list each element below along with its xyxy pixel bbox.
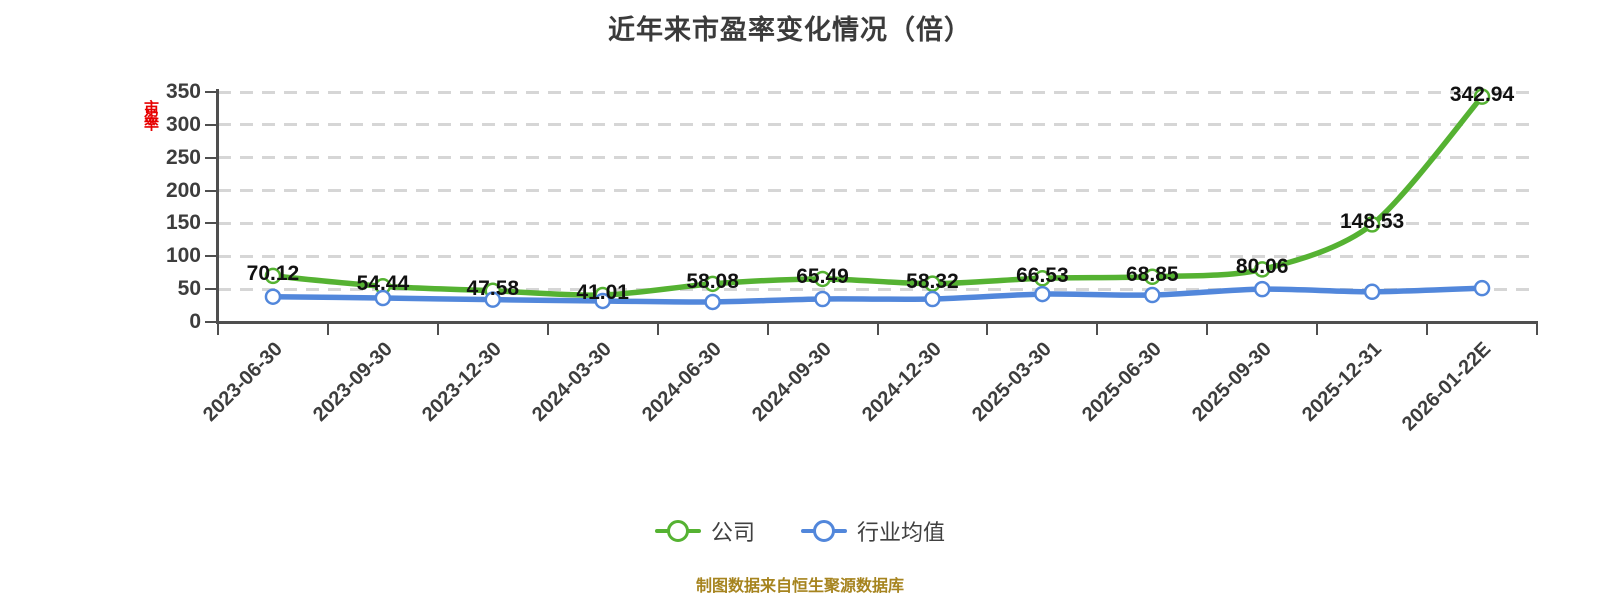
gridline-300: [218, 123, 1537, 127]
data-label: 70.12: [246, 261, 300, 285]
data-label: 54.44: [356, 272, 410, 296]
data-point-company[interactable]: [814, 270, 831, 288]
gridline-350: [218, 90, 1537, 94]
y-axis-title: 市盈率: [142, 100, 159, 124]
chart-title: 近年来市盈率变化情况（倍）: [608, 15, 972, 45]
data-point-industry[interactable]: [1473, 279, 1491, 297]
data-point-industry[interactable]: [1363, 283, 1381, 301]
data-point-industry[interactable]: [374, 289, 392, 307]
gridline-50: [218, 287, 1537, 291]
x-axis-tick: [326, 324, 329, 335]
data-point-company[interactable]: [704, 275, 721, 293]
data-point-company[interactable]: [1473, 88, 1491, 105]
y-axis-line: [216, 89, 219, 324]
x-axis-tick: [217, 324, 219, 335]
data-label: 65.49: [796, 264, 849, 288]
data-label: 41.01: [576, 281, 629, 305]
x-axis-tick: [436, 324, 439, 335]
industry-line-marker-icon: [801, 519, 847, 543]
data-point-industry[interactable]: [814, 290, 831, 308]
data-label: 58.08: [686, 269, 739, 293]
x-axis-tick: [656, 324, 659, 335]
y-axis-tick: [205, 123, 217, 126]
y-axis-label: 350: [165, 80, 201, 103]
y-axis-tick: [205, 189, 217, 192]
data-point-industry[interactable]: [704, 293, 721, 311]
legend-item-industry[interactable]: 行业均值: [801, 515, 945, 547]
x-axis-tick: [986, 324, 989, 335]
y-axis-tick: [205, 321, 217, 323]
y-axis-tick: [205, 222, 217, 225]
legend-label-company: 公司: [710, 520, 755, 545]
gridline-200: [218, 189, 1537, 193]
industry-line: [270, 285, 1485, 305]
data-label: 148.53: [1340, 210, 1405, 234]
data-source-note: 制图数据来自恒生聚源数据库: [695, 578, 904, 595]
data-point-industry[interactable]: [924, 290, 941, 308]
y-axis-label: 200: [165, 178, 201, 202]
y-axis-tick: [205, 255, 217, 258]
data-point-industry[interactable]: [1144, 286, 1161, 304]
y-axis-label: 0: [189, 310, 201, 333]
x-axis-tick: [876, 324, 879, 335]
gridline-150: [218, 221, 1537, 225]
legend-label-industry: 行业均值: [857, 520, 946, 545]
data-point-industry[interactable]: [1253, 280, 1271, 298]
data-point-company[interactable]: [1253, 261, 1271, 278]
x-axis-line: [216, 321, 1538, 324]
y-axis-label: 150: [165, 211, 201, 235]
gridline-100: [218, 254, 1537, 258]
data-point-industry[interactable]: [484, 291, 502, 308]
data-label: 80.06: [1235, 255, 1289, 279]
data-point-company[interactable]: [1363, 216, 1381, 233]
data-point-company[interactable]: [1144, 268, 1161, 286]
x-axis-tick: [1536, 324, 1538, 335]
y-axis-tick: [205, 91, 217, 93]
x-axis-tick: [1316, 324, 1319, 335]
data-label: 58.32: [906, 269, 959, 293]
data-point-company[interactable]: [264, 267, 282, 285]
y-axis-tick: [205, 288, 217, 291]
y-axis-label: 50: [177, 277, 201, 301]
data-label: 47.58: [466, 276, 520, 300]
x-axis-tick: [1206, 324, 1209, 335]
company-line-marker-icon: [654, 519, 701, 543]
legend-item-company[interactable]: 公司: [654, 515, 755, 547]
x-axis-tick: [766, 324, 769, 335]
data-point-industry[interactable]: [594, 292, 611, 310]
y-axis-label: 250: [165, 145, 201, 169]
x-axis-tick: [1096, 324, 1099, 335]
gridline-250: [218, 156, 1537, 160]
data-point-company[interactable]: [924, 275, 941, 292]
y-axis-label: 300: [165, 112, 201, 136]
x-axis-tick: [546, 324, 549, 335]
data-point-industry[interactable]: [1034, 285, 1051, 303]
data-label: 342.94: [1449, 82, 1515, 106]
y-axis-label: 100: [165, 244, 201, 268]
x-axis-tick: [1426, 324, 1429, 335]
data-point-company[interactable]: [1034, 270, 1051, 287]
data-point-industry[interactable]: [264, 288, 282, 305]
y-axis-tick: [205, 156, 217, 159]
legend: 公司 行业均值: [0, 515, 1600, 547]
data-label: 66.53: [1016, 264, 1069, 288]
data-label: 68.85: [1126, 262, 1179, 286]
